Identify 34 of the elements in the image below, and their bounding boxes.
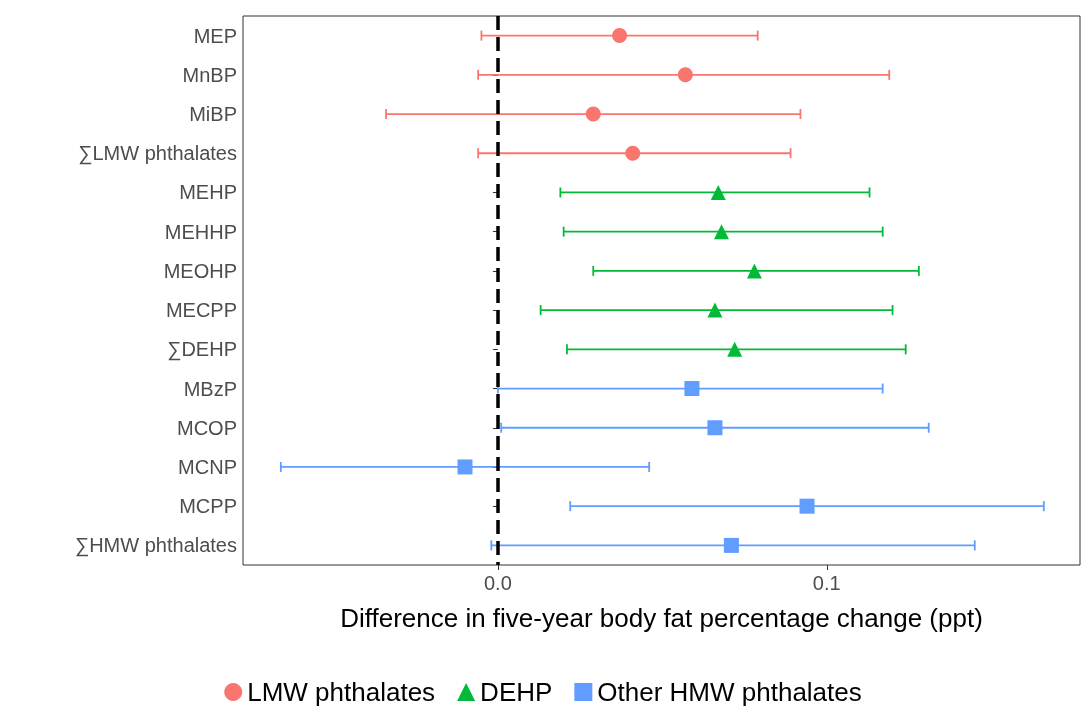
- y-tick-label: MBzP: [183, 377, 237, 400]
- point: [714, 224, 730, 240]
- point: [585, 106, 601, 122]
- legend-label: DEHP: [480, 677, 553, 707]
- point: [799, 498, 815, 514]
- point: [457, 459, 473, 475]
- y-tick-label: MCPP: [179, 495, 237, 518]
- point: [625, 145, 641, 161]
- x-tick-label: 0.0: [483, 572, 512, 594]
- y-tick-label: ∑LMW phthalates: [78, 142, 237, 166]
- y-tick-label: MECPP: [165, 299, 237, 322]
- y-tick-label: ∑HMW phthalates: [74, 534, 237, 558]
- legend-label: LMW phthalates: [247, 677, 436, 707]
- y-tick-label: MnBP: [182, 63, 237, 86]
- point: [707, 420, 723, 436]
- legend-label: Other HMW phthalates: [597, 677, 862, 707]
- y-tick-label: MCNP: [178, 455, 237, 478]
- y-tick-label: MCOP: [177, 416, 237, 439]
- y-tick-label: MiBP: [189, 103, 237, 126]
- point: [723, 537, 739, 553]
- point: [677, 67, 693, 83]
- point: [612, 28, 628, 44]
- y-tick-label: MEHP: [179, 181, 237, 204]
- y-tick-label: MEP: [193, 24, 237, 47]
- x-axis-title: Difference in five-year body fat percentage change (ppt): [340, 603, 983, 633]
- y-tick-label: ∑DEHP: [167, 338, 237, 362]
- y-tick-label: MEHHP: [164, 220, 237, 243]
- y-tick-label: MEOHP: [163, 259, 237, 282]
- point: [746, 263, 762, 279]
- point: [707, 302, 723, 318]
- point: [727, 341, 743, 357]
- point: [710, 184, 726, 200]
- x-tick-label: 0.1: [812, 572, 841, 594]
- point: [684, 381, 700, 397]
